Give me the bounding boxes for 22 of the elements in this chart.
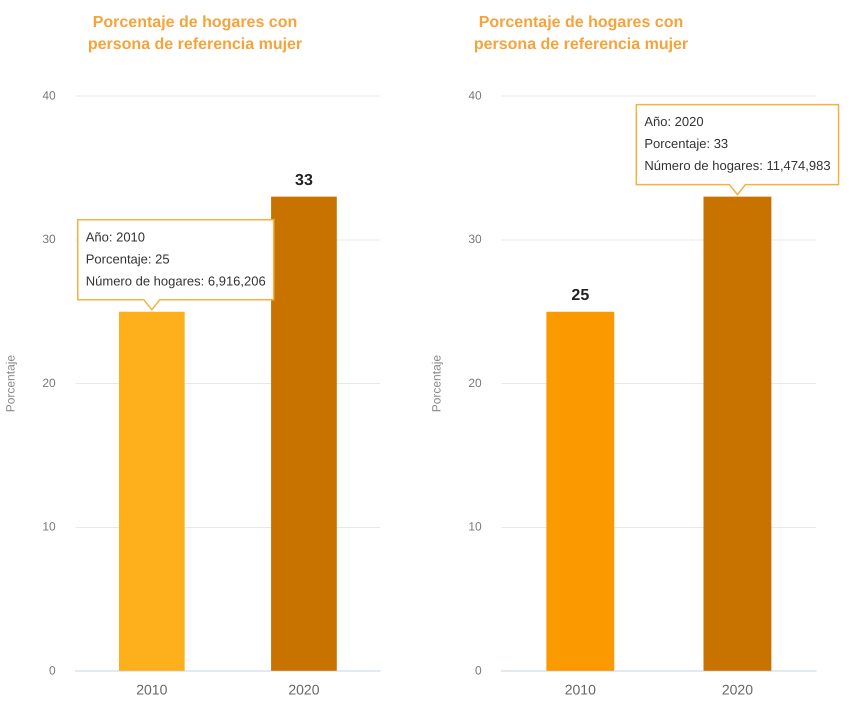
- y-axis-title: Porcentaje: [4, 354, 18, 412]
- y-tick-label: 10: [42, 520, 56, 534]
- chart-title: Porcentaje de hogares con persona de referencia mujer: [86, 13, 304, 55]
- y-tick-label: 20: [468, 376, 482, 390]
- y-tick-label: 20: [42, 376, 56, 390]
- chart-title: Porcentaje de hogares con persona de referencia mujer: [472, 13, 690, 55]
- y-tick-label: 10: [468, 520, 482, 534]
- x-tick-label: 2010: [136, 681, 168, 698]
- annotation: Año: 2010 Porcentaje: 25 Número de hogares: 6,916,206: [86, 229, 266, 288]
- y-tick-label: 0: [49, 664, 56, 678]
- data-label: 33: [295, 172, 313, 190]
- annotation: Año: 2020 Porcentaje: 33 Número de hogares: 11,474,983: [644, 114, 831, 174]
- y-tick-label: 30: [42, 232, 56, 246]
- y-axis-title: Porcentaje: [430, 354, 444, 412]
- x-tick-label: 2010: [564, 681, 596, 698]
- data-label: 25: [571, 287, 590, 304]
- x-tick-label: 2020: [288, 681, 320, 698]
- x-tick-label: 2020: [722, 681, 754, 698]
- y-tick-label: 40: [468, 88, 482, 102]
- y-tick-label: 40: [42, 88, 56, 102]
- y-tick-label: 30: [468, 232, 482, 246]
- y-tick-label: 0: [475, 664, 482, 678]
